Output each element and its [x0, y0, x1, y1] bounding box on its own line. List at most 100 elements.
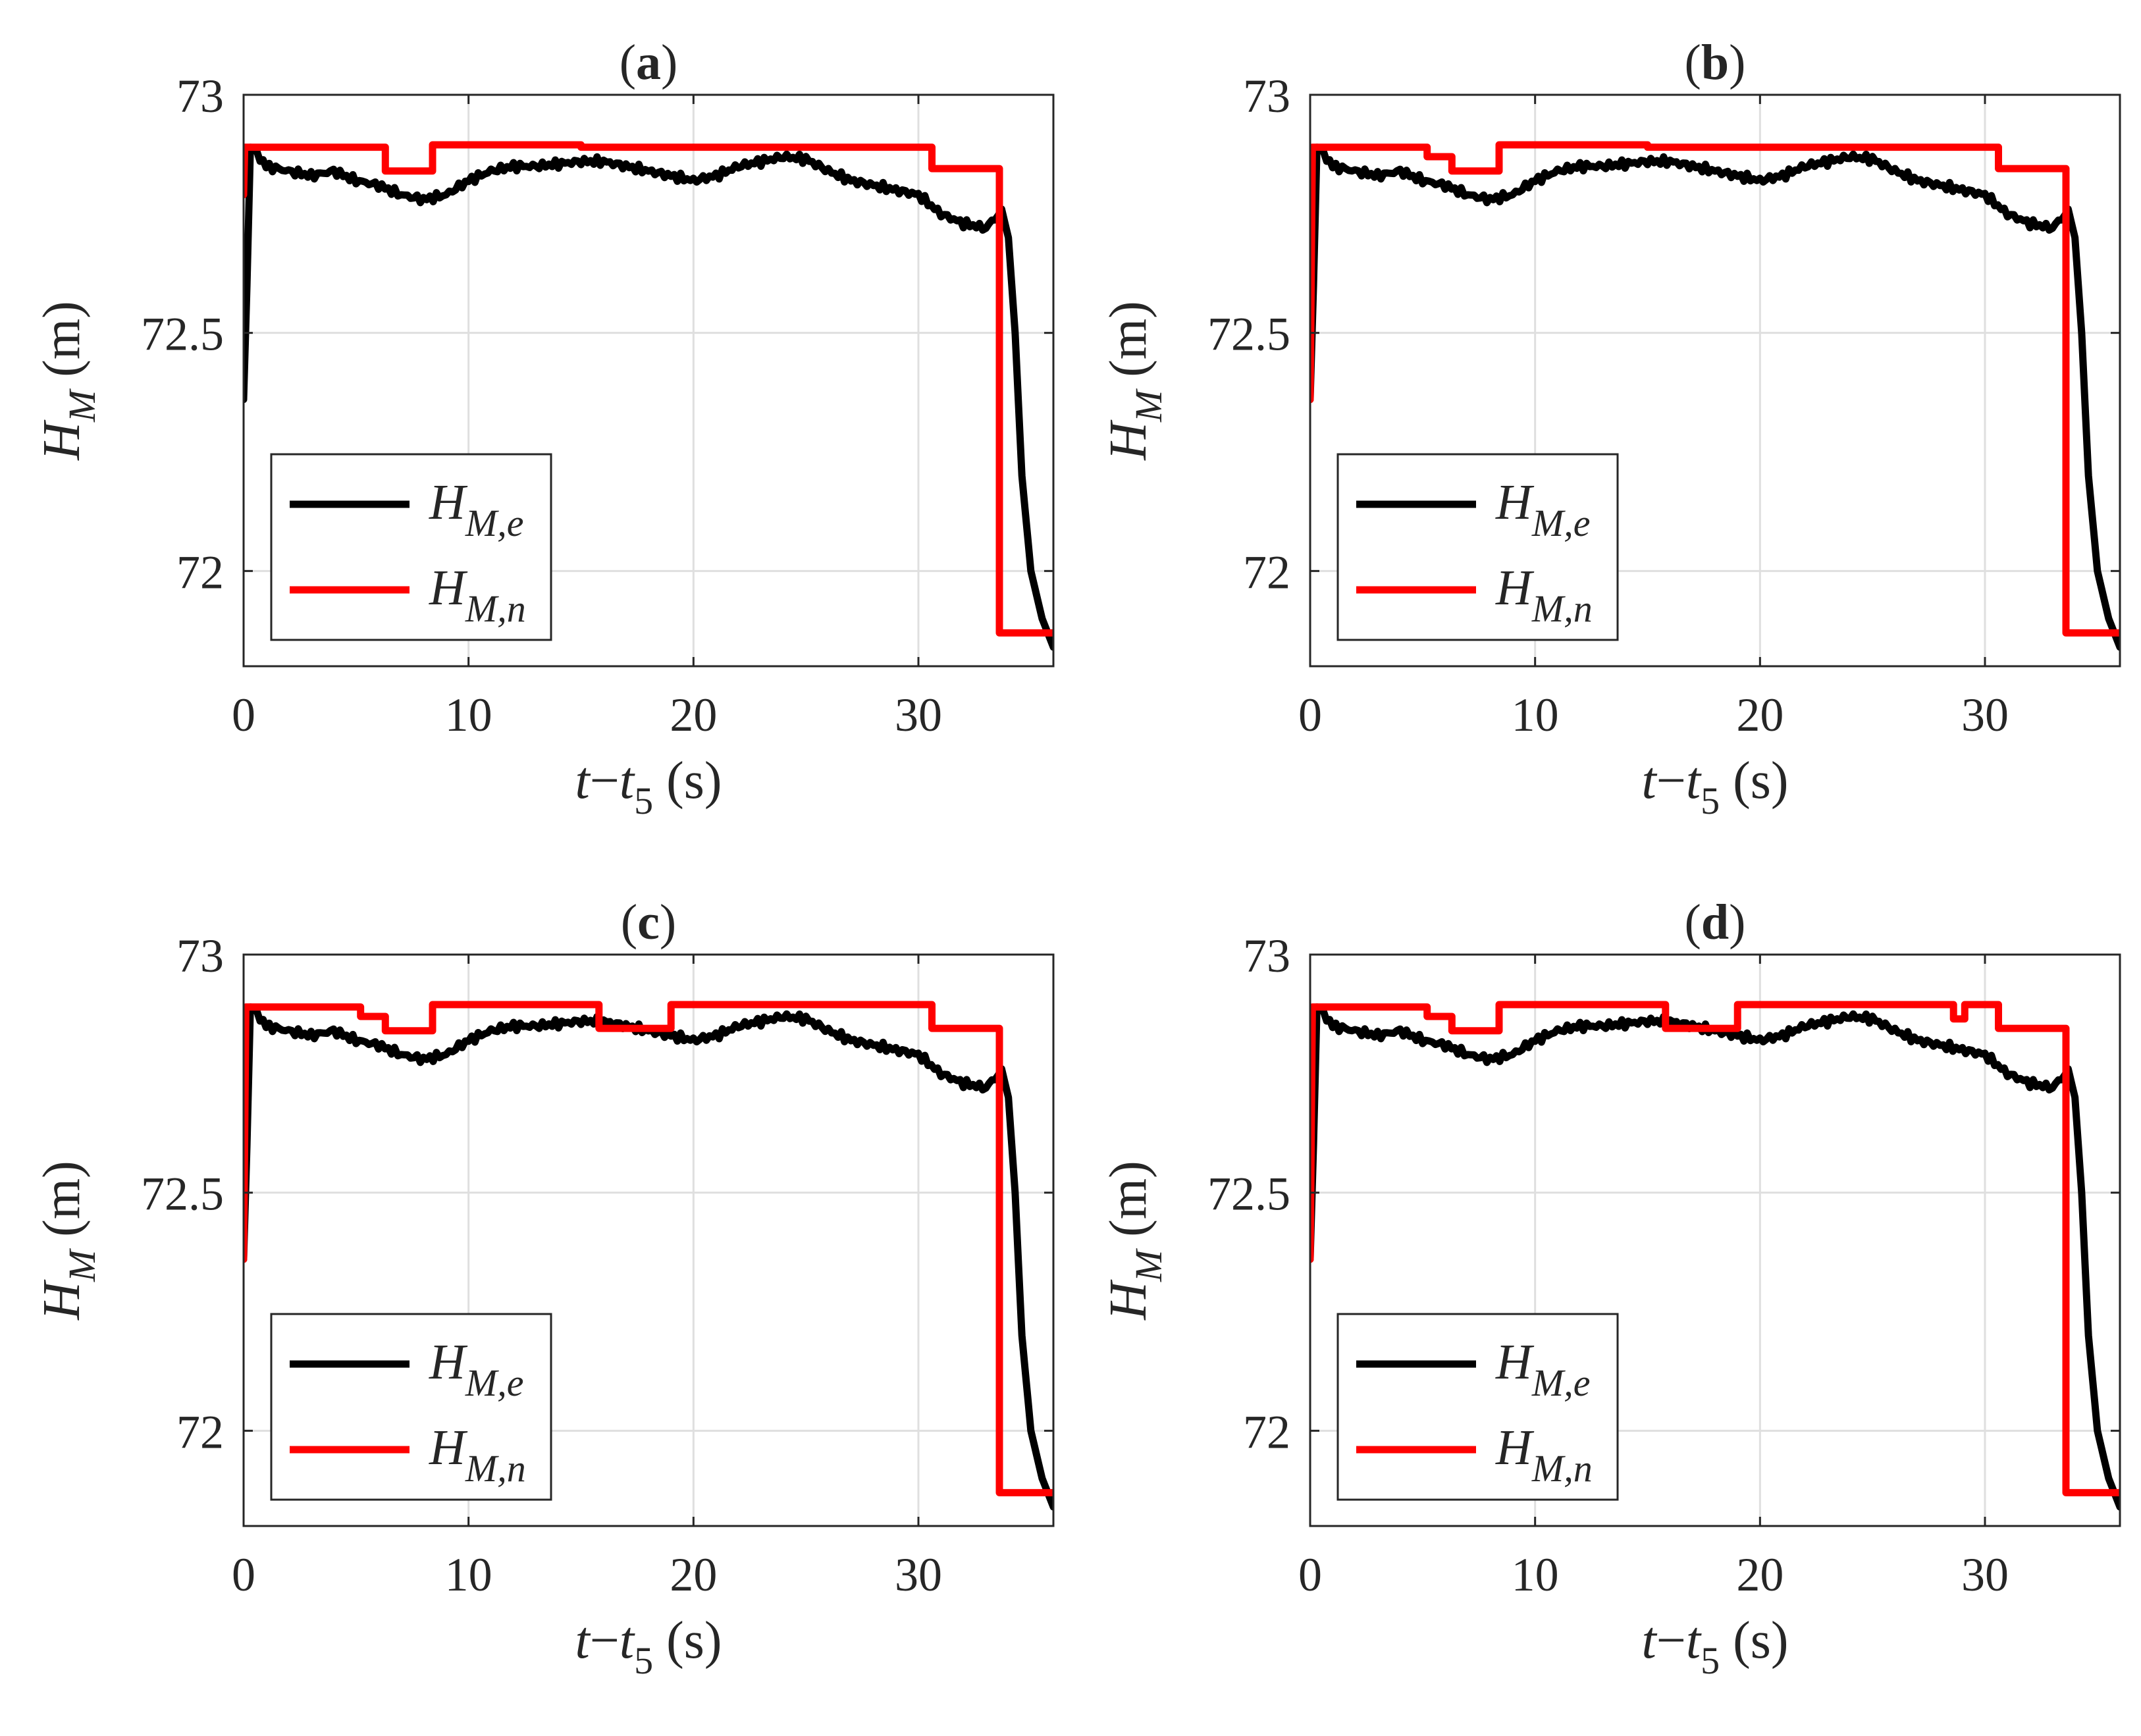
y-tick-label: 72: [176, 1406, 224, 1458]
x-tick-label: 30: [895, 689, 942, 741]
legend-label-main: H: [1495, 1334, 1535, 1390]
legend-label-main: H: [429, 1420, 468, 1475]
legend-label-main: H: [1495, 1420, 1535, 1475]
legend-box: [1336, 1313, 1619, 1501]
y-tick-label: 72: [1243, 546, 1290, 598]
title-paren: (: [1685, 35, 1701, 90]
x-label-var: t: [1641, 1612, 1657, 1670]
legend-label-hm-e: HM,e: [1495, 1334, 1590, 1404]
axes-frame: [242, 953, 1055, 1527]
y-label-var: H: [1099, 419, 1157, 461]
y-axis-label: HM (m): [33, 1161, 103, 1321]
panel-title: (d): [1685, 895, 1746, 950]
y-label-unit: (m): [1099, 1161, 1157, 1250]
x-label-minus: −: [590, 1612, 620, 1670]
title-paren: ): [661, 35, 677, 90]
x-label-minus: −: [590, 752, 620, 810]
legend-label-sub: M,n: [1531, 1447, 1593, 1490]
x-label-var: t: [620, 1612, 635, 1670]
x-tick-label: 30: [1961, 1548, 2009, 1601]
series-group: [244, 1001, 1053, 1511]
y-label-var: H: [33, 1279, 91, 1321]
y-tick-label: 72.5: [141, 308, 224, 361]
axes-frame: [1309, 953, 2121, 1527]
x-label-sub: 5: [634, 779, 653, 822]
panel-title: (b): [1685, 35, 1746, 90]
title-paren: ): [1729, 895, 1745, 950]
y-tick-label: 72.5: [1207, 308, 1290, 361]
x-label-unit: (s): [1720, 752, 1788, 810]
x-tick-label: 20: [1736, 1548, 1784, 1601]
x-tick-label: 20: [670, 1548, 717, 1601]
y-axis-label: HM (m): [1099, 301, 1170, 461]
x-tick-label: 0: [1298, 1548, 1322, 1601]
y-axis-label: HM (m): [1099, 1161, 1170, 1321]
title-paren: (: [1685, 895, 1701, 950]
x-tick-label: 30: [895, 1548, 942, 1601]
legend: HM,e HM,n: [270, 1313, 552, 1501]
title-paren: ): [1729, 35, 1745, 90]
x-label-sub: 5: [634, 1639, 653, 1682]
y-label-sub: M: [1127, 388, 1170, 423]
title-paren: ): [660, 895, 676, 950]
legend-label-sub: M,n: [1531, 587, 1593, 630]
title-letter: a: [636, 35, 661, 90]
x-tick-label: 10: [445, 1548, 492, 1601]
x-tick-label: 0: [1298, 689, 1322, 741]
y-label-unit: (m): [33, 1161, 91, 1250]
x-tick-label: 0: [232, 689, 255, 741]
series-group: [244, 141, 1053, 651]
x-label-var: t: [1686, 1612, 1702, 1670]
y-tick-label: 73: [176, 70, 224, 122]
legend-label-hm-e: HM,e: [429, 1334, 523, 1404]
legend-label-sub: M,e: [465, 502, 524, 544]
x-label-var: t: [575, 1612, 591, 1670]
title-letter: b: [1701, 35, 1729, 90]
legend-label-sub: M,n: [465, 587, 526, 630]
y-tick-label: 72: [1243, 1406, 1290, 1458]
x-tick-label: 30: [1961, 689, 2009, 741]
x-label-var: t: [575, 752, 591, 810]
legend-label-hm-n: HM,n: [429, 1420, 526, 1490]
y-tick-label: 72.5: [1207, 1168, 1290, 1221]
y-label-unit: (m): [1099, 301, 1157, 390]
x-label-var: t: [1641, 752, 1657, 810]
y-axis-label: HM (m): [33, 301, 103, 461]
y-tick-label: 72: [176, 546, 224, 598]
axes-frame: [1309, 93, 2121, 668]
x-axis-label: t−t5 (s): [575, 1612, 722, 1682]
series-line-hm-n: [244, 141, 1053, 637]
legend-label-sub: M,n: [465, 1447, 526, 1490]
legend-label-hm-n: HM,n: [1495, 560, 1593, 630]
title-letter: d: [1701, 895, 1729, 950]
panel-title: (a): [620, 35, 678, 90]
x-tick-label: 20: [1736, 689, 1784, 741]
x-axis-label: t−t5 (s): [1641, 1612, 1788, 1682]
y-tick-label: 72.5: [141, 1168, 224, 1221]
title-letter: c: [637, 895, 660, 950]
y-tick-label: 73: [1243, 930, 1290, 982]
series-line-hm-n: [244, 1001, 1053, 1496]
legend-label-hm-n: HM,n: [429, 560, 526, 630]
legend-label-sub: M,e: [1531, 502, 1591, 544]
y-label-sub: M: [61, 388, 103, 423]
series-line-hm-e: [1310, 144, 2120, 651]
legend: HM,eHM,n: [1336, 1313, 1619, 1501]
legend-label-sub: M,e: [1531, 1361, 1591, 1404]
x-tick-label: 10: [445, 689, 492, 741]
x-label-unit: (s): [1720, 1612, 1788, 1670]
legend-label-main: H: [429, 475, 468, 530]
legend-box: [270, 453, 552, 641]
x-label-unit: (s): [653, 752, 722, 810]
legend-label-hm-n: HM,n: [1495, 1420, 1593, 1490]
legend: HM,e HM,n: [1336, 453, 1619, 641]
title-paren: (: [621, 895, 637, 950]
y-tick-label: 73: [1243, 70, 1290, 122]
legend-label-hm-e: HM,e: [429, 475, 523, 544]
legend-label-main: H: [1495, 475, 1535, 530]
